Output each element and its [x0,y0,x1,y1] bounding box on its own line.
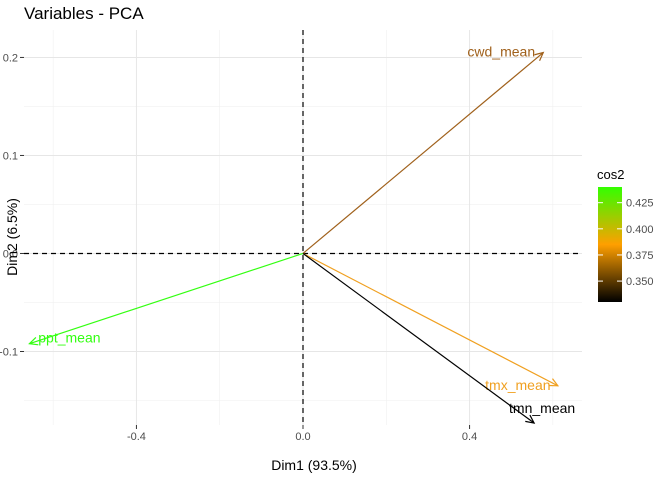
legend-title: cos2 [597,167,624,182]
y-tick-label: -0.1 [0,346,18,358]
label-tmx-mean: tmx_mean [485,377,550,393]
arrowhead-ppt-mean [28,336,39,346]
x-axis-ticks: -0.4 0.0 0.4 [127,425,477,443]
legend-ticks: 0.350 0.375 0.400 0.425 [598,198,654,288]
y-tick-label: 0.2 [3,52,18,64]
arrowhead-tmx-mean [548,378,560,387]
x-tick-label: -0.4 [127,431,146,443]
chart-title: Variables - PCA [24,4,144,23]
legend-colorbar [598,187,622,302]
legend-tick-label: 0.425 [626,198,654,210]
y-axis-ticks: -0.1 0.0 0.1 0.2 [0,52,24,358]
y-axis-title: Dim2 (6.5%) [4,198,20,276]
x-axis-title: Dim1 (93.5%) [271,457,357,473]
x-tick-label: 0.0 [295,431,310,443]
arrow-tmx-mean [302,252,559,387]
cos2-legend: cos2 0.350 0.375 0.400 0.425 [597,167,654,302]
legend-tick-label: 0.375 [626,250,654,262]
arrowhead-cwd-mean [534,51,545,61]
arrow-tmn-mean [302,252,535,424]
y-tick-label: 0.1 [3,150,18,162]
legend-tick-label: 0.350 [626,276,654,288]
arrow-cwd-mean [302,52,544,254]
label-cwd-mean: cwd_mean [467,44,535,60]
label-ppt-mean: ppt_mean [38,330,100,346]
label-tmn-mean: tmn_mean [509,400,575,416]
arrowhead-tmn-mean [525,414,536,424]
arrow-ppt-mean [29,252,304,345]
y-tick-label: 0.0 [3,248,18,260]
legend-tick-label: 0.400 [626,224,654,236]
variable-arrows: cwd_mean ppt_mean tmx_mean tmn_mean [28,44,575,424]
x-tick-label: 0.4 [462,431,477,443]
